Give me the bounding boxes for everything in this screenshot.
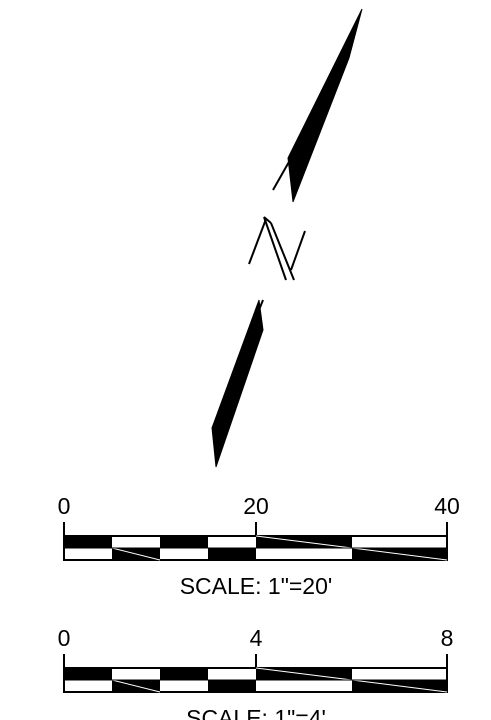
scale-bar-2-hatch	[63, 667, 113, 681]
scale-bar-1-caption: SCALE: 1"=20'	[180, 573, 333, 599]
scale-bar-2-hatch	[255, 667, 353, 681]
north-arrow	[211, 8, 363, 468]
scale-bar-1-seg	[160, 536, 208, 548]
scale-bar-2-seg	[208, 680, 256, 692]
scale-bar-1-hatch	[255, 535, 353, 549]
scale-bar-2-caption: SCALE: 1"=4'	[186, 705, 326, 720]
scale-bar-1-tick-2: 40	[434, 493, 460, 519]
north-arrow-break-right	[290, 230, 306, 271]
north-arrow-break-mark-1	[263, 216, 287, 281]
scale-bar-1: 0 20 40 SCALE: 1"=20'	[58, 493, 460, 599]
scale-bar-1-tick-0: 0	[58, 493, 71, 519]
scale-bar-2-tick-2: 8	[441, 625, 454, 651]
scale-bar-2-hatch	[111, 679, 161, 693]
north-arrow-upper-shaft	[272, 152, 295, 191]
scale-bar-2-tick-1: 4	[250, 625, 263, 651]
north-arrow-break-mark-3	[263, 216, 272, 224]
north-arrow-upper-blade	[287, 8, 363, 203]
scale-bar-1-hatch	[63, 535, 113, 549]
north-arrow-break-mark-2	[270, 222, 295, 281]
north-arrow-lower-blade	[211, 299, 264, 468]
north-arrow-break-left	[248, 218, 267, 265]
scale-bar-2: 0 4 8 SCALE: 1"=4'	[58, 625, 454, 720]
scale-bar-1-hatch	[111, 547, 161, 561]
north-arrow-lower-shaft	[258, 299, 264, 311]
scale-bar-1-seg	[208, 548, 256, 560]
scale-bar-1-hatch	[351, 547, 448, 561]
scale-bar-1-tick-1: 20	[243, 493, 269, 519]
scale-bar-2-tick-0: 0	[58, 625, 71, 651]
scale-bar-2-hatch	[351, 679, 448, 693]
scale-bar-2-seg	[160, 668, 208, 680]
